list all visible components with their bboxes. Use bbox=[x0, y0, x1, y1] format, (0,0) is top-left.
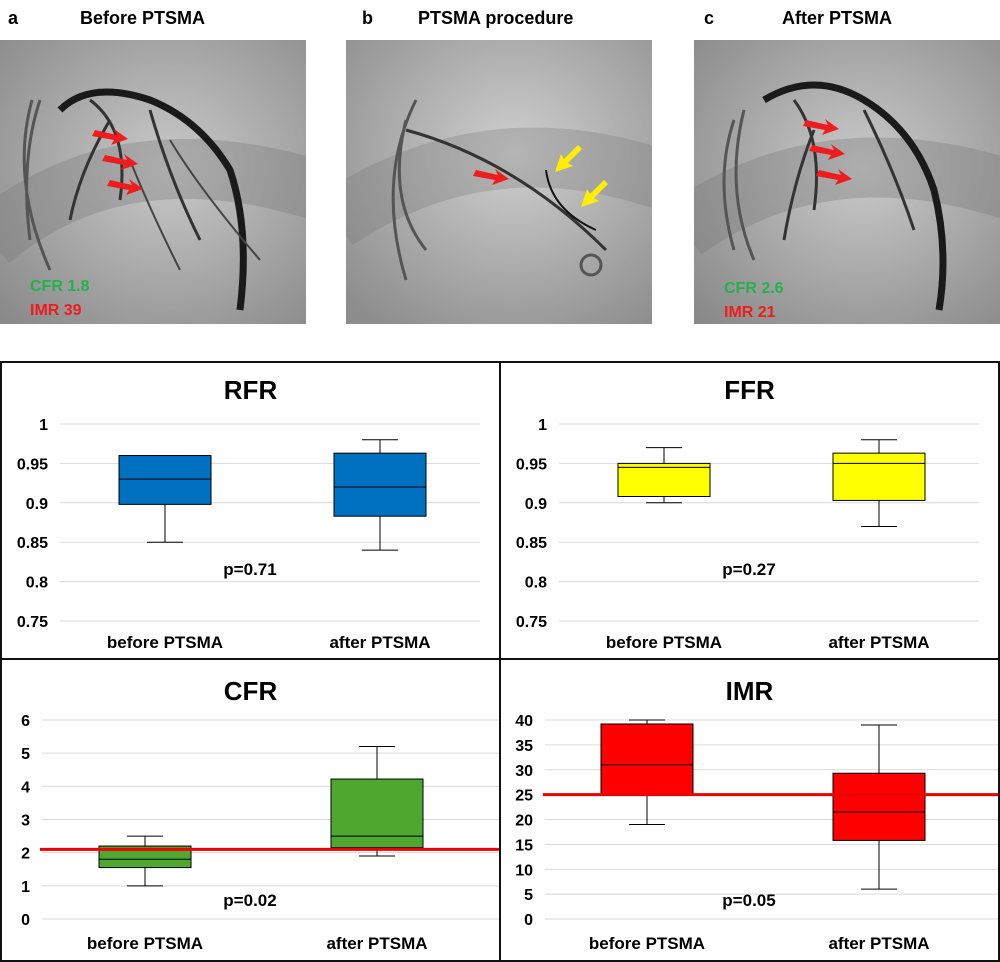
box-before-ptsma bbox=[98, 845, 192, 869]
y-tick-label: 0.95 bbox=[516, 456, 547, 473]
y-tick-label: 0.8 bbox=[26, 575, 48, 592]
y-tick-label: 15 bbox=[515, 837, 533, 854]
rfr-chart-svg: RFR 0.75 0.8 0.85 0.9 0.95 1 before PTSMA after … bbox=[17, 375, 480, 652]
box-before-ptsma bbox=[600, 723, 694, 796]
box-before-ptsma bbox=[118, 455, 212, 505]
chart-title: CFR bbox=[224, 676, 278, 706]
imr-chart-svg: IMR 0 5 10 15 20 25 30 35 40 before PTSMA after PTS… bbox=[515, 676, 998, 953]
imr-chart: IMR 0 5 10 15 20 25 30 35 40 before PTSMA after PTS… bbox=[499, 658, 1000, 962]
cfr-after-label: CFR 2.6 bbox=[724, 280, 784, 297]
box-after-ptsma bbox=[330, 778, 424, 849]
category-label: before PTSMA bbox=[589, 934, 705, 953]
panel-a-letter: a bbox=[8, 8, 19, 28]
panel-a-title: Before PTSMA bbox=[80, 8, 206, 28]
box-before-ptsma bbox=[617, 462, 711, 497]
category-label: before PTSMA bbox=[107, 633, 223, 652]
p-value-label: p=0.05 bbox=[722, 891, 775, 910]
y-tick-label: 30 bbox=[515, 763, 533, 780]
chart-title: FFR bbox=[724, 375, 775, 405]
category-label: after PTSMA bbox=[828, 633, 929, 652]
y-tick-label: 0.8 bbox=[525, 575, 547, 592]
y-tick-label: 0.85 bbox=[17, 535, 48, 552]
y-tick-label: 35 bbox=[515, 738, 533, 755]
y-tick-label: 1 bbox=[21, 879, 30, 896]
panel-b-title: PTSMA procedure bbox=[418, 8, 574, 28]
y-tick-label: 5 bbox=[21, 746, 30, 763]
y-tick-label: 10 bbox=[515, 862, 533, 879]
arrow-icon bbox=[473, 169, 509, 185]
arrow-icon bbox=[92, 129, 143, 195]
panel-b-letter: b bbox=[362, 8, 373, 28]
y-tick-label: 0.75 bbox=[516, 614, 547, 631]
category-label: after PTSMA bbox=[329, 633, 430, 652]
arrow-icon bbox=[803, 119, 852, 185]
p-value-label: p=0.02 bbox=[223, 891, 276, 910]
ffr-chart-svg: FFR 0.75 0.8 0.85 0.9 0.95 1 before PTSMA after … bbox=[516, 375, 979, 652]
box-after-ptsma bbox=[832, 772, 926, 841]
y-tick-label: 25 bbox=[515, 788, 533, 805]
rfr-chart: RFR 0.75 0.8 0.85 0.9 0.95 1 before PTSMA after … bbox=[0, 361, 501, 660]
y-tick-label: 1 bbox=[39, 417, 48, 434]
box-after-ptsma bbox=[832, 452, 926, 501]
y-tick-label: 0 bbox=[21, 912, 30, 929]
y-tick-label: 2 bbox=[21, 846, 30, 863]
y-tick-label: 5 bbox=[524, 887, 533, 904]
angiogram-after: CFR 2.6 IMR 21 bbox=[694, 40, 1000, 324]
cfr-chart: CFR 0 1 2 3 4 5 6 before PTSMA after PTSMA p=0.02 bbox=[0, 658, 501, 962]
imr-after-label: IMR 21 bbox=[724, 304, 776, 321]
y-tick-label: 0.9 bbox=[525, 496, 547, 513]
y-tick-label: 20 bbox=[515, 813, 533, 830]
y-tick-label: 4 bbox=[21, 779, 30, 796]
p-value-label: p=0.71 bbox=[223, 560, 276, 579]
y-tick-label: 40 bbox=[515, 713, 533, 730]
category-label: before PTSMA bbox=[606, 633, 722, 652]
ffr-chart: FFR 0.75 0.8 0.85 0.9 0.95 1 before PTSMA after … bbox=[499, 361, 1000, 660]
y-tick-label: 0.95 bbox=[17, 456, 48, 473]
chart-title: RFR bbox=[224, 375, 278, 405]
angiogram-before: CFR 1.8 IMR 39 bbox=[0, 40, 306, 324]
imr-before-label: IMR 39 bbox=[30, 302, 82, 319]
panel-c-title: After PTSMA bbox=[782, 8, 893, 28]
p-value-label: p=0.27 bbox=[722, 560, 775, 579]
cfr-chart-svg: CFR 0 1 2 3 4 5 6 before PTSMA after PTSMA p=0.02 bbox=[21, 676, 499, 953]
y-tick-label: 0.9 bbox=[26, 496, 48, 513]
y-tick-label: 3 bbox=[21, 813, 30, 830]
y-tick-label: 0.75 bbox=[17, 614, 48, 631]
chart-title: IMR bbox=[726, 676, 774, 706]
panel-c-letter: c bbox=[704, 8, 715, 28]
angiogram-procedure bbox=[346, 40, 652, 324]
box-after-ptsma bbox=[333, 452, 427, 517]
category-label: after PTSMA bbox=[828, 934, 929, 953]
y-tick-label: 1 bbox=[538, 417, 547, 434]
y-tick-label: 0.85 bbox=[516, 535, 547, 552]
cfr-before-label: CFR 1.8 bbox=[30, 278, 90, 295]
y-tick-label: 0 bbox=[524, 912, 533, 929]
y-tick-label: 6 bbox=[21, 713, 30, 730]
category-label: before PTSMA bbox=[87, 934, 203, 953]
arrow-icon bbox=[555, 145, 608, 207]
category-label: after PTSMA bbox=[326, 934, 427, 953]
